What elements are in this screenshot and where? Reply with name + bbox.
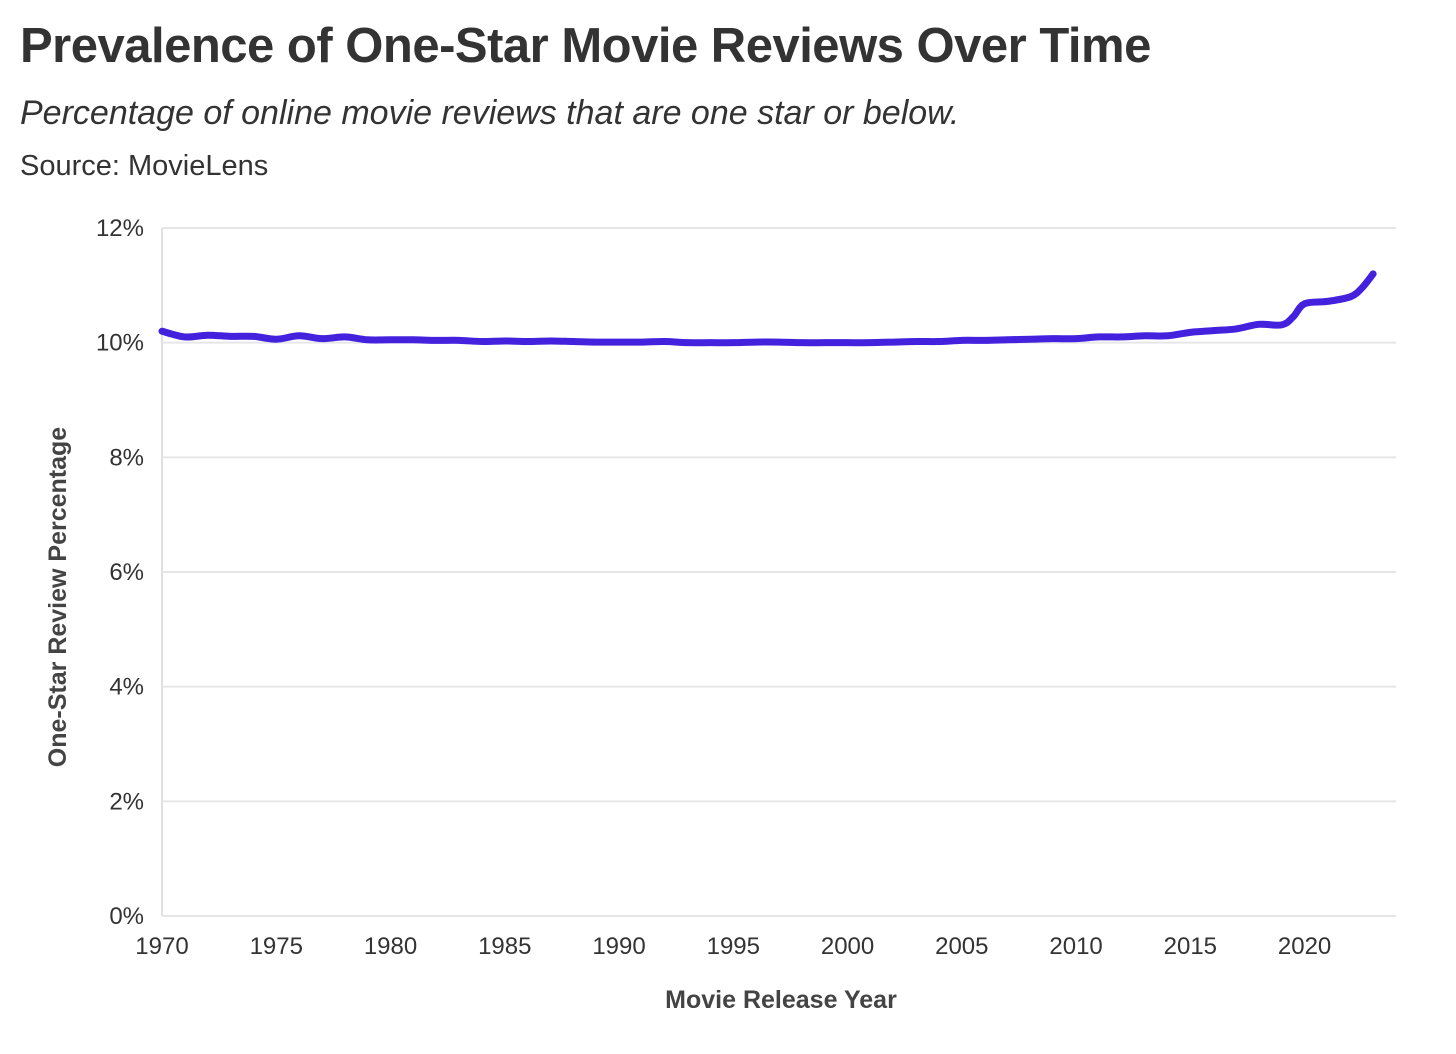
series-layer: [158, 270, 1377, 347]
chart-title: Prevalence of One-Star Movie Reviews Ove…: [20, 19, 1151, 73]
y-tick-label: 8%: [109, 444, 144, 471]
series-line: [158, 270, 1377, 347]
x-tick-label: 1995: [707, 933, 760, 960]
chart-source: Source: MovieLens: [20, 150, 269, 182]
x-axis-title: Movie Release Year: [665, 986, 897, 1014]
y-tick-label: 0%: [109, 903, 144, 930]
x-tick-label: 1975: [250, 933, 303, 960]
y-tick-label: 6%: [109, 559, 144, 586]
x-tick-label: 1970: [135, 933, 188, 960]
x-tick-label: 1990: [592, 933, 645, 960]
chart-subtitle: Percentage of online movie reviews that …: [20, 94, 960, 132]
y-tick-label: 10%: [96, 330, 144, 357]
x-tick-label: 2010: [1049, 933, 1102, 960]
x-tick-label: 1985: [478, 933, 531, 960]
y-tick-label: 2%: [109, 788, 144, 815]
x-tick-label: 2000: [821, 933, 874, 960]
axes: 0% 2% 4% 6% 8% 10% 12% 1970 1975 1980 1985 1990 1995…: [96, 215, 1331, 960]
y-tick-label: 12%: [96, 215, 144, 242]
y-tick-label: 4%: [109, 674, 144, 701]
x-tick-label: 2005: [935, 933, 988, 960]
y-axis-title: One-Star Review Percentage: [44, 427, 72, 768]
x-tick-label: 2020: [1278, 933, 1331, 960]
gridlines: [162, 227, 1396, 917]
x-tick-label: 2015: [1164, 933, 1217, 960]
x-tick-label: 1980: [364, 933, 417, 960]
